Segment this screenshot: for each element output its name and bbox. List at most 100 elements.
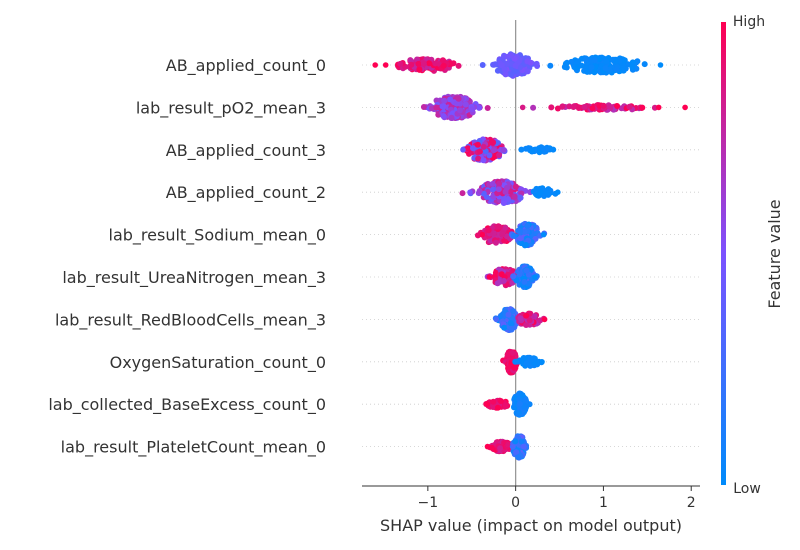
shap-point	[519, 104, 526, 111]
shap-point	[499, 231, 506, 238]
shap-point	[516, 400, 523, 407]
shap-point	[582, 56, 589, 63]
shap-point	[523, 242, 529, 248]
shap-point	[614, 103, 621, 109]
shap-point	[578, 62, 585, 69]
feature-labels: AB_applied_count_0 lab_result_pO2_mean_3 A…	[48, 56, 326, 458]
shap-point	[548, 104, 555, 111]
shap-point	[498, 271, 505, 278]
shap-point	[509, 350, 516, 356]
feature-label: lab_result_PlateletCount_mean_0	[61, 438, 326, 458]
shap-point	[498, 398, 504, 405]
shap-point	[511, 232, 517, 239]
feature-label: AB_applied_count_3	[166, 141, 326, 161]
shap-point	[511, 364, 518, 371]
feature-row-points	[484, 263, 540, 290]
shap-point	[544, 190, 551, 197]
shap-point	[602, 65, 609, 72]
shap-point	[486, 152, 493, 159]
shap-point	[488, 444, 495, 451]
shap-point	[639, 104, 646, 111]
shap-point	[456, 107, 463, 114]
shap-point	[440, 103, 447, 110]
shap-point	[524, 223, 531, 229]
shap-point	[561, 64, 568, 70]
shap-point	[501, 66, 508, 73]
shap-point	[467, 189, 473, 195]
shap-point	[441, 97, 448, 104]
shap-point	[532, 274, 538, 280]
shap-point	[539, 145, 546, 152]
shap-point	[600, 102, 607, 109]
shap-point	[464, 145, 471, 152]
feature-row-points	[500, 348, 545, 376]
x-tick-label: 1	[599, 495, 608, 511]
feature-row-points	[420, 93, 688, 121]
shap-point	[550, 146, 557, 153]
shap-point	[496, 223, 503, 230]
shap-point	[504, 184, 510, 191]
feature-row-points	[459, 178, 561, 206]
x-axis-ticks: −1 0 1 2	[418, 486, 696, 511]
feature-row-points	[474, 220, 548, 249]
feature-row-points	[484, 433, 530, 461]
shap-point	[520, 443, 527, 450]
shap-point	[519, 392, 526, 399]
shap-point	[511, 193, 518, 200]
shap-point	[571, 103, 578, 110]
feature-row-points	[460, 136, 557, 164]
shap-point	[559, 103, 566, 110]
feature-label: lab_result_pO2_mean_3	[136, 98, 326, 118]
shap-point	[486, 274, 493, 280]
shap-point	[518, 438, 525, 445]
shap-point	[502, 71, 509, 78]
shap-point	[523, 267, 530, 274]
shap-point	[547, 62, 554, 69]
shap-point	[420, 60, 427, 67]
shap-point	[641, 61, 648, 68]
shap-point	[476, 104, 483, 111]
shap-point	[408, 61, 415, 68]
shap-point	[529, 147, 535, 154]
shap-point	[541, 316, 548, 323]
shap-point	[453, 100, 460, 107]
shap-point	[517, 315, 524, 322]
colorbar-title: Feature value	[765, 199, 784, 308]
shap-point	[613, 66, 620, 73]
shap-point	[382, 62, 389, 68]
shap-point	[523, 322, 530, 328]
shap-point	[513, 277, 520, 284]
shap-point	[459, 190, 466, 197]
shap-point	[500, 194, 507, 201]
feature-row-points	[372, 51, 664, 79]
shap-point	[626, 103, 633, 110]
shap-point	[581, 104, 588, 110]
shap-point	[426, 60, 433, 67]
shap-point	[508, 326, 515, 333]
shap-point	[612, 58, 619, 65]
shap-point	[591, 57, 598, 63]
x-axis-label: SHAP value (impact on model output)	[380, 516, 682, 535]
shap-point	[485, 227, 492, 234]
feature-row-points	[492, 306, 548, 333]
shap-point	[500, 146, 507, 153]
shap-point	[518, 146, 525, 153]
shap-point	[493, 316, 500, 323]
shap-point	[474, 141, 481, 148]
shap-point	[505, 311, 512, 318]
shap-point	[530, 104, 537, 111]
x-tick-label: 0	[511, 495, 520, 511]
shap-point	[521, 228, 528, 235]
feature-label: lab_collected_BaseExcess_count_0	[48, 395, 326, 415]
shap-point	[490, 147, 497, 154]
shap-point	[504, 351, 511, 358]
shap-point	[491, 230, 497, 237]
shap-point	[629, 64, 636, 71]
shap-point	[496, 180, 503, 187]
feature-row-points	[483, 390, 533, 418]
shap-point	[470, 145, 476, 152]
shap-point	[494, 404, 501, 411]
shap-point	[503, 61, 510, 68]
shap-point	[521, 355, 528, 362]
shap-point	[514, 358, 521, 365]
